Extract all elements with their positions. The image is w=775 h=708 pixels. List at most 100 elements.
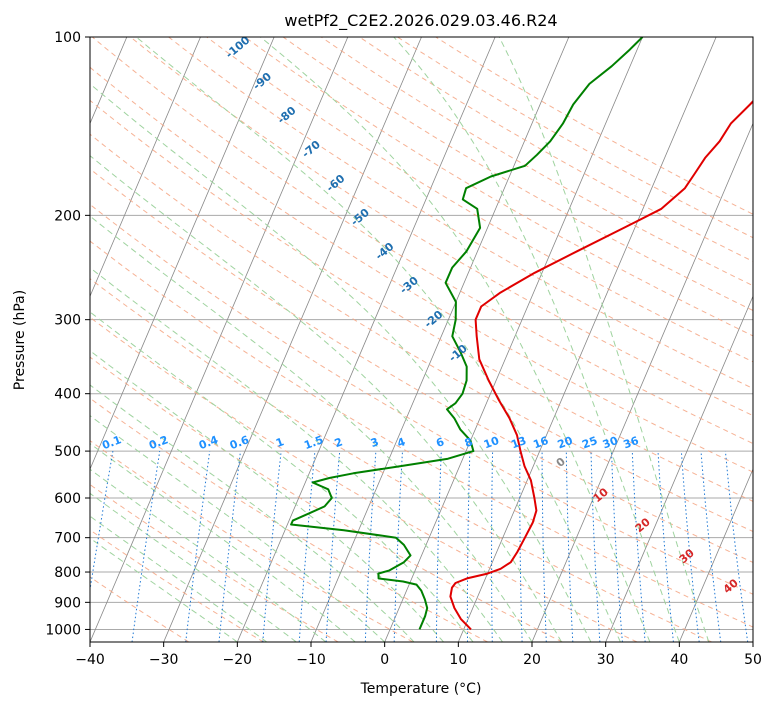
dry-adiabat-line: [90, 240, 753, 628]
dry-adiabat-line: [90, 397, 488, 642]
mixing-ratio-line: [435, 451, 442, 642]
y-tick-label: 400: [54, 387, 81, 403]
mixing-ratio-label: 10: [482, 434, 501, 452]
dry-adiabat-label: -30: [397, 274, 421, 297]
moist-adiabat-line: [90, 468, 327, 642]
mixing-ratio-line: [491, 451, 494, 642]
dry-adiabat-label: -20: [422, 308, 446, 331]
x-tick-label: −30: [149, 652, 179, 668]
moist-adiabat-line: [498, 37, 710, 642]
dry-adiabat-line: [90, 529, 264, 642]
dry-adiabat-line: [359, 37, 753, 263]
dry-adiabat-line: [90, 356, 563, 642]
isotherm-line: [384, 37, 643, 642]
dry-adiabat-label: -90: [250, 70, 274, 93]
mixing-ratio-label: 13: [509, 434, 528, 451]
mixing-ratio-label: 0.2: [147, 433, 170, 452]
moist-adiabat-line: [90, 155, 562, 642]
moist-adiabat-line: [90, 442, 356, 642]
plot-frame: [89, 36, 754, 643]
mixing-ratio-label: 3: [369, 435, 381, 450]
dry-adiabat-line: [130, 37, 753, 417]
x-tick-label: 50: [744, 652, 762, 668]
y-tick-label: 300: [54, 313, 81, 329]
dry-adiabat-line: [90, 278, 712, 642]
mixing-ratio-label: 8: [463, 435, 475, 450]
isotherm-line: [163, 37, 422, 642]
mixing-ratio-line: [590, 451, 601, 642]
y-axis: 100 200 300 400 500 600 700 800 900 1000: [45, 30, 90, 638]
moist-adiabat-line: [90, 350, 444, 642]
mixing-ratio-line: [262, 451, 282, 642]
temperature-line: [449, 99, 753, 631]
mixing-ratio-label: 6: [434, 435, 446, 450]
y-axis-label: Pressure (hPa): [12, 290, 28, 390]
dry-adiabat-line: [90, 483, 339, 642]
mixing-ratio-line: [218, 451, 241, 642]
y-tick-label: 900: [54, 595, 81, 611]
moist-adiabat-line: [90, 415, 386, 642]
x-tick-label: −20: [223, 652, 253, 668]
dry-adiabat-line: [244, 37, 753, 337]
y-tick-label: 600: [54, 491, 81, 507]
mixing-ratio-line: [565, 451, 574, 642]
y-tick-label: 1000: [45, 622, 81, 638]
mixing-ratio-line: [364, 451, 377, 642]
mixing-ratio-line: [724, 451, 749, 642]
y-tick-label: 700: [54, 531, 81, 547]
mixing-ratio-label: 1.5: [302, 433, 325, 452]
chart-title: wetPf2_C2E2.2026.029.03.46.R24: [284, 11, 557, 31]
dewpoint-line: [290, 37, 644, 630]
mixing-ratio-label: 20: [556, 434, 575, 452]
isotherm-line: [90, 37, 275, 471]
mixing-ratio-line: [466, 451, 471, 642]
isotherm-line: [236, 37, 496, 642]
x-tick-label: 30: [597, 652, 615, 668]
moist-adiabat-label: 40: [721, 576, 741, 596]
x-axis-label: Temperature (°C): [360, 681, 482, 697]
mixing-ratio-label: 0.4: [197, 433, 220, 452]
mixing-ratio-label: 25: [580, 434, 599, 451]
mixing-ratio-label: 0.6: [228, 433, 251, 452]
mixing-ratio-label: 0.1: [100, 433, 123, 452]
mixing-ratio-line: [90, 451, 114, 593]
isotherm-line: [678, 468, 753, 642]
mixing-ratio-label: 1: [274, 435, 286, 450]
dry-adiabat-label: -40: [373, 240, 397, 263]
mixing-ratio-line: [131, 451, 161, 642]
y-tick-label: 200: [54, 208, 81, 224]
dry-adiabat-line: [435, 37, 753, 215]
dry-adiabat-label: -70: [299, 138, 323, 161]
mixing-ratio-line: [700, 451, 722, 642]
mixing-ratio-line: [680, 451, 700, 642]
y-tick-label: 100: [54, 30, 81, 46]
mixing-ratio-line: [631, 451, 646, 642]
mixing-ratio-line: [657, 451, 674, 642]
mixing-ratio-line: [185, 451, 211, 642]
moist-adiabat-line: [90, 384, 415, 642]
x-tick-label: −10: [296, 652, 326, 668]
dry-adiabat-line: [282, 37, 753, 312]
dry-adiabat-line: [90, 203, 753, 595]
x-tick-label: 10: [449, 652, 467, 668]
dry-adiabat-line: [90, 168, 753, 563]
moist-adiabat-line: [90, 311, 474, 642]
x-axis: −40 −30 −20 −10 0 10 20 30 40 50: [75, 642, 762, 668]
mixing-ratio-label: 2: [333, 435, 345, 450]
dry-adiabat-line: [90, 440, 414, 642]
y-tick-label: 500: [54, 444, 81, 460]
moist-adiabat-line: [90, 267, 503, 642]
dry-adiabat-line: [91, 37, 753, 445]
mixing-ratio-label: 36: [622, 434, 641, 452]
dry-adiabat-line: [90, 576, 190, 642]
moist-adiabat-label: 30: [677, 546, 697, 566]
dry-adiabat-line: [90, 133, 753, 533]
mixing-ratio-label: 30: [601, 434, 620, 452]
plot-area: -100-90-80-70-60-50-40-30-20-10010203040…: [90, 37, 753, 642]
moist-adiabat-line: [393, 37, 680, 642]
moist-adiabat-line: [90, 492, 297, 642]
y-tick-label: 800: [54, 565, 81, 581]
dry-adiabat-label: -80: [275, 104, 299, 127]
isotherm-line: [90, 37, 349, 642]
